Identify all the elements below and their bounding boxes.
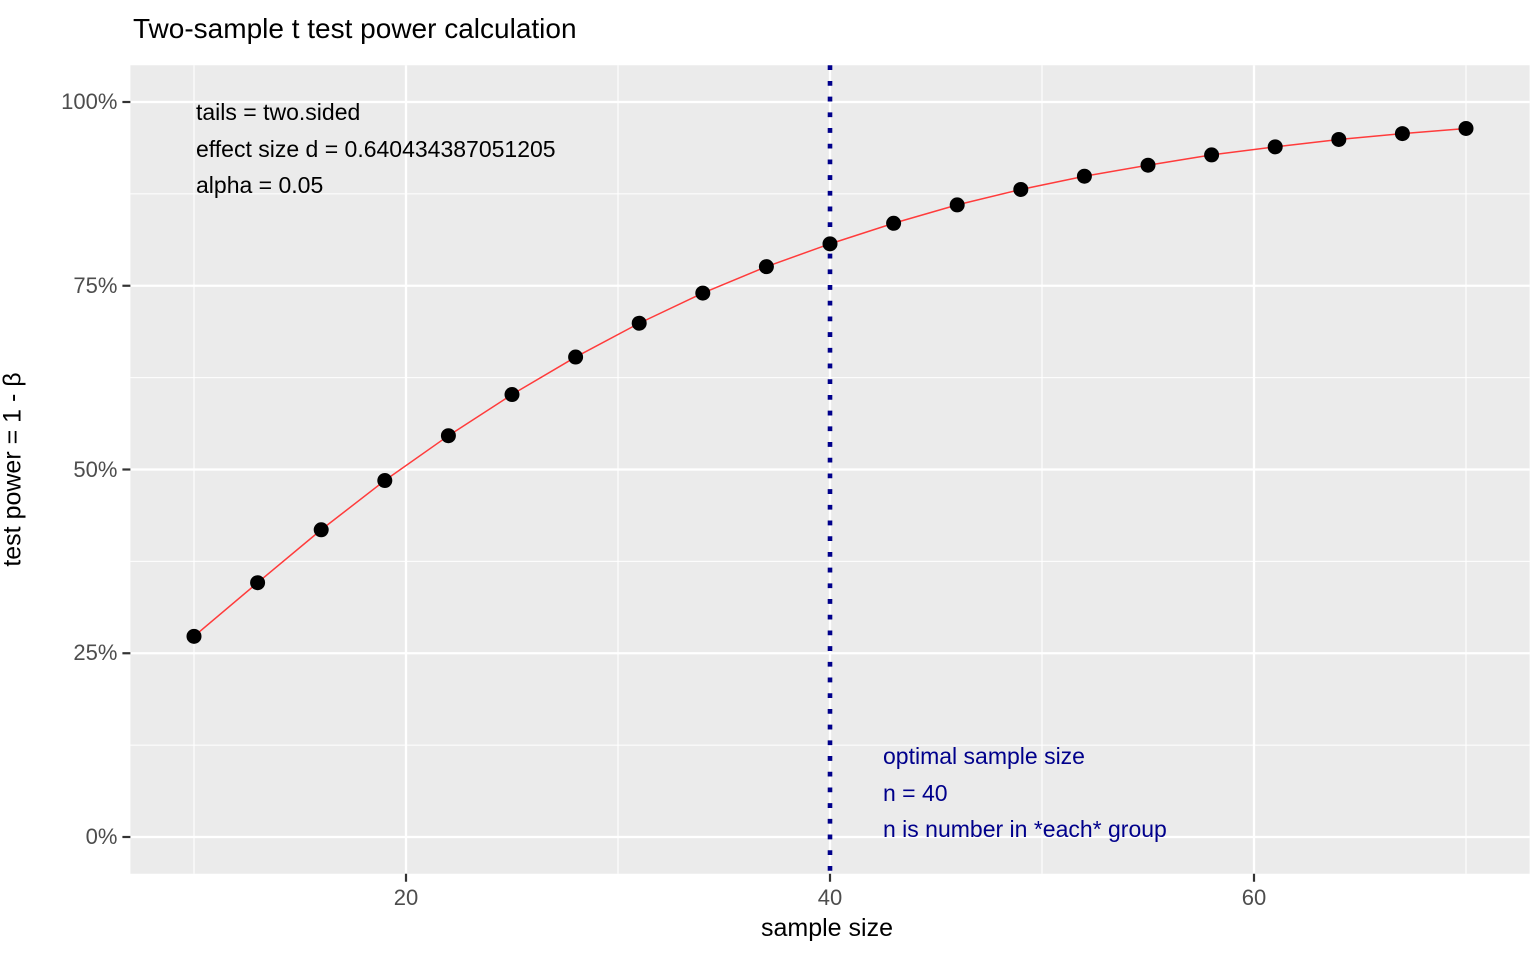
- data-point: [949, 197, 965, 213]
- data-point: [1204, 147, 1220, 163]
- data-point: [1394, 126, 1410, 142]
- data-point: [504, 387, 520, 403]
- data-point: [822, 236, 838, 252]
- data-point: [695, 285, 711, 301]
- y-tick-label: 0%: [85, 824, 118, 849]
- x-axis-title: sample size: [761, 914, 893, 942]
- data-point: [886, 215, 902, 231]
- data-point: [1267, 139, 1283, 155]
- annotation-tails: tails = two.sided: [196, 99, 361, 125]
- data-point: [568, 349, 584, 365]
- data-point: [631, 315, 647, 331]
- y-tick-label: 75%: [73, 272, 118, 298]
- annotation-effect-size: effect size d = 0.640434387051205: [196, 135, 556, 162]
- data-point: [440, 428, 456, 444]
- x-tick-label: 60: [1241, 885, 1267, 910]
- data-point: [1013, 181, 1029, 197]
- annotation-optimal-title: optimal sample size: [883, 743, 1085, 769]
- data-point: [1331, 131, 1347, 147]
- data-point: [1140, 157, 1156, 173]
- optimal-sample-annotation: optimal sample size n = 40 n is number i…: [883, 738, 1167, 848]
- data-point: [1458, 120, 1474, 136]
- data-point: [250, 575, 266, 591]
- annotation-optimal-note: n is number in *each* group: [883, 816, 1167, 842]
- data-point: [377, 473, 393, 489]
- data-point: [313, 522, 329, 538]
- parameters-annotation: tails = two.sided effect size d = 0.6404…: [196, 94, 556, 204]
- x-tick-label: 40: [817, 885, 843, 910]
- x-tick-label: 20: [393, 885, 419, 910]
- plot-title: Two-sample t test power calculation: [133, 13, 577, 44]
- y-axis-title: test power = 1 - β: [0, 372, 27, 567]
- y-tick-label: 25%: [73, 640, 118, 666]
- y-tick-label: 50%: [73, 456, 118, 482]
- annotation-alpha: alpha = 0.05: [196, 172, 324, 198]
- data-point: [758, 259, 774, 275]
- annotation-optimal-n: n = 40: [883, 779, 948, 806]
- data-point: [186, 628, 202, 644]
- data-point: [1076, 168, 1092, 184]
- y-tick-label: 100%: [61, 89, 118, 114]
